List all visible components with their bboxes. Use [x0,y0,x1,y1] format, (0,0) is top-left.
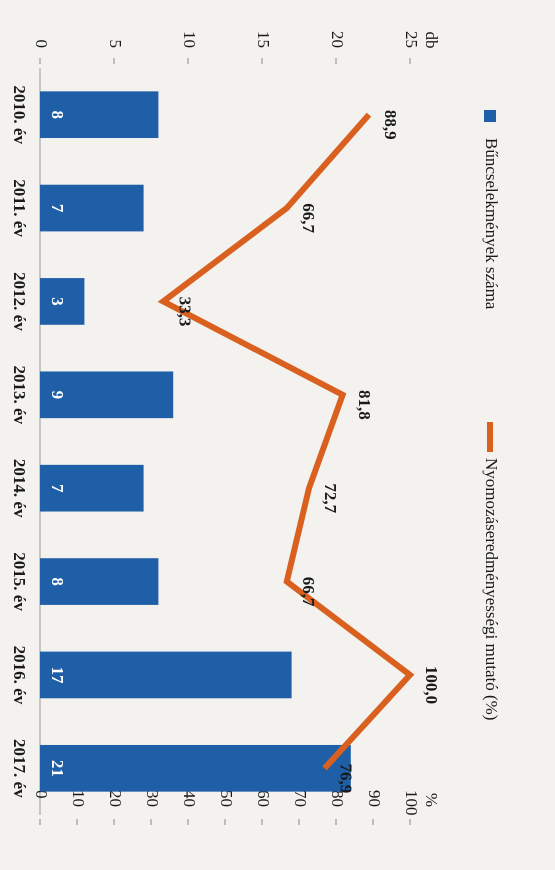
line-value-label: 100,0 [422,666,441,704]
y2-tick-label: 70 [291,790,310,807]
bar [39,278,85,325]
bar-value-label: 17 [48,666,67,684]
line [157,112,415,771]
y-tick-label: 0 [32,40,51,49]
x-tick-label: 2016. év [10,646,29,705]
y2-tick-label: 80 [328,790,347,807]
bar [40,371,174,419]
bar [40,184,144,232]
legend-label: Nyomozáseredményességi mutató (%) [482,458,501,720]
bar [40,651,292,699]
y2-tick-label: 40 [180,790,199,807]
x-tick-label: 2011. év [10,179,29,237]
y2-tick-label: 100 [402,790,421,816]
bar-value-label: 7 [48,204,67,213]
y2-tick-label: 10 [69,790,88,807]
x-tick-label: 2010. év [10,85,29,144]
bar [40,464,144,512]
y-tick-label: 20 [328,31,347,48]
line-value-label: 72,7 [321,483,340,513]
y-tick-label: 25 [402,31,421,48]
legend-swatch [484,110,496,122]
x-tick-label: 2017. év [10,739,29,798]
bar [39,91,159,139]
y-tick-label: 5 [106,40,125,49]
legend-label: Bűncselekmények száma [482,138,501,310]
y-axis-title: db [422,32,441,49]
bar-value-label: 8 [48,577,67,586]
bar-value-label: 8 [48,110,67,119]
bar-value-label: 9 [48,391,67,400]
bar-value-label: 21 [48,760,67,777]
bar-value-label: 7 [48,484,67,493]
bar [40,744,351,792]
line-value-label: 76,9 [337,763,356,793]
x-tick-label: 2015. év [10,552,29,611]
bar [39,558,159,605]
y2-tick-label: 0 [32,790,51,799]
chart-body: db % 0 5 10 15 20 25 0 10 20 30 40 50 60 70 80 90 100 Bűn… [10,31,501,825]
x-tick-label: 2014. év [10,459,29,518]
bar-value-label: 3 [48,297,67,306]
y2-axis-title: % [422,793,441,807]
line-value-label: 81,8 [355,390,374,420]
y2-tick-label: 30 [143,790,162,807]
x-tick-label: 2012. év [10,272,29,331]
y2-tick-label: 90 [365,790,384,807]
y-tick-label: 15 [254,31,273,48]
x-tick-label: 2013. év [10,366,29,425]
y2-tick-label: 20 [106,790,125,807]
y2-tick-label: 60 [254,790,273,807]
y2-tick-label: 50 [217,790,236,807]
line-value-label: 66,7 [299,203,318,233]
line-value-label: 33,3 [175,297,194,327]
y-tick-label: 10 [180,31,199,48]
line-value-label: 88,9 [381,110,400,140]
line-value-label: 66,7 [299,577,318,607]
